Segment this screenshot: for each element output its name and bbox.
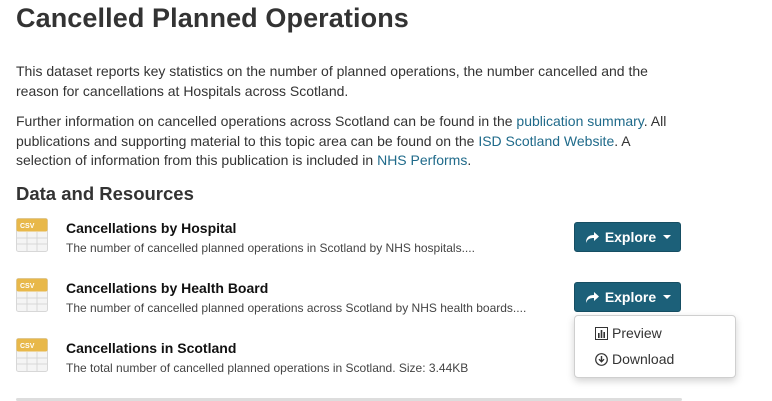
publication-summary-link[interactable]: publication summary (516, 113, 644, 129)
share-arrow-icon (585, 232, 599, 243)
caret-down-icon (663, 295, 672, 299)
download-circle-icon (595, 352, 608, 366)
info-text: . (467, 152, 472, 168)
csv-file-icon: CSV (16, 218, 48, 252)
csv-format-label: CSV (20, 283, 35, 290)
csv-file-icon: CSV (16, 338, 48, 372)
share-arrow-icon (585, 292, 599, 303)
resource-item-cancellations-in-scotland: CSV Cancellations in Scotland The total … (16, 336, 686, 386)
data-resources-heading: Data and Resources (16, 183, 194, 204)
info-text: . All publications and supporting materi… (16, 113, 667, 149)
resource-item-cancellations-by-hospital: CSV Cancellations by Hospital The number… (16, 216, 686, 266)
resource-description: The number of cancelled planned operatio… (66, 301, 527, 315)
explore-dropdown-menu: Preview Download (574, 315, 736, 378)
resource-item-cancellations-by-health-board: CSV Cancellations by Health Board The nu… (16, 276, 686, 326)
csv-file-icon: CSV (16, 278, 48, 312)
info-paragraph: Further information on cancelled operati… (16, 112, 686, 171)
intro-paragraph: This dataset reports key statistics on t… (16, 63, 648, 99)
explore-button[interactable]: Explore (574, 222, 681, 252)
caret-down-icon (663, 235, 672, 239)
resource-title[interactable]: Cancellations by Health Board (66, 280, 269, 296)
isd-scotland-website-link[interactable]: ISD Scotland Website (478, 132, 615, 149)
info-text: Further information on cancelled operati… (16, 113, 517, 129)
csv-format-label: CSV (20, 343, 35, 350)
preview-menu-item[interactable]: Preview (595, 325, 662, 341)
resource-title[interactable]: Cancellations in Scotland (66, 340, 237, 356)
page-title: Cancelled Planned Operations (16, 3, 409, 33)
bar-chart-icon (595, 326, 608, 340)
download-label: Download (612, 351, 675, 367)
info-text: . A selection of information from this p… (16, 132, 630, 169)
explore-button[interactable]: Explore (574, 282, 681, 312)
resource-description: The total number of cancelled planned op… (66, 361, 469, 375)
csv-format-label: CSV (20, 223, 35, 230)
section-divider (16, 398, 682, 401)
explore-label: Explore (604, 289, 657, 305)
preview-label: Preview (612, 325, 662, 341)
download-menu-item[interactable]: Download (595, 351, 674, 367)
resource-title[interactable]: Cancellations by Hospital (66, 220, 237, 236)
resource-description: The number of cancelled planned operatio… (66, 241, 475, 255)
nhs-performs-link[interactable]: NHS Performs (377, 152, 468, 168)
explore-label: Explore (604, 229, 657, 245)
